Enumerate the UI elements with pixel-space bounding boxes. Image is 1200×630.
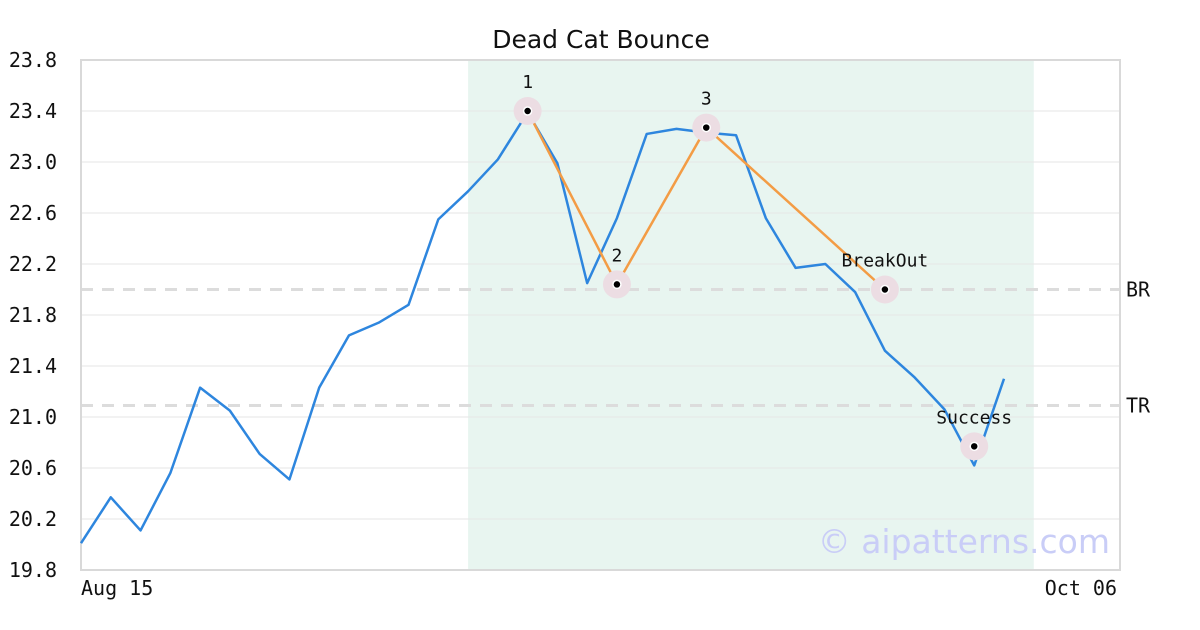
y-tick-label: 21.0 (9, 405, 57, 429)
level-label: BR (1126, 278, 1151, 302)
y-tick-label: 19.8 (9, 558, 57, 582)
pattern-point-label: Success (936, 407, 1012, 428)
pattern-point-label: BreakOut (842, 251, 929, 272)
plot-frame (80, 59, 1121, 571)
y-tick-label: 23.0 (9, 150, 57, 174)
x-tick-label: Aug 15 (81, 576, 153, 600)
x-tick-label: Oct 06 (1045, 576, 1117, 600)
y-tick-label: 20.2 (9, 507, 57, 531)
y-tick-label: 21.4 (9, 354, 57, 378)
y-tick-label: 20.6 (9, 456, 57, 480)
chart-title: Dead Cat Bounce (492, 25, 710, 54)
pattern-marker (880, 284, 890, 295)
y-tick-label: 23.4 (9, 99, 57, 123)
pattern-marker (969, 441, 979, 452)
y-tick-label: 22.6 (9, 201, 57, 225)
y-tick-label: 21.8 (9, 303, 57, 327)
pattern-marker (701, 122, 712, 133)
y-tick-label: 23.8 (9, 48, 57, 72)
y-tick-label: 22.2 (9, 252, 57, 276)
pattern-marker (522, 106, 533, 116)
pattern-marker (612, 279, 622, 290)
pattern-point-label: 1 (522, 72, 533, 93)
level-label: TR (1126, 394, 1151, 418)
pattern-line (526, 110, 886, 291)
pattern-point-label: 3 (701, 89, 712, 110)
watermark: © aipatterns.com (818, 522, 1110, 561)
pattern-point-label: 2 (612, 245, 623, 266)
